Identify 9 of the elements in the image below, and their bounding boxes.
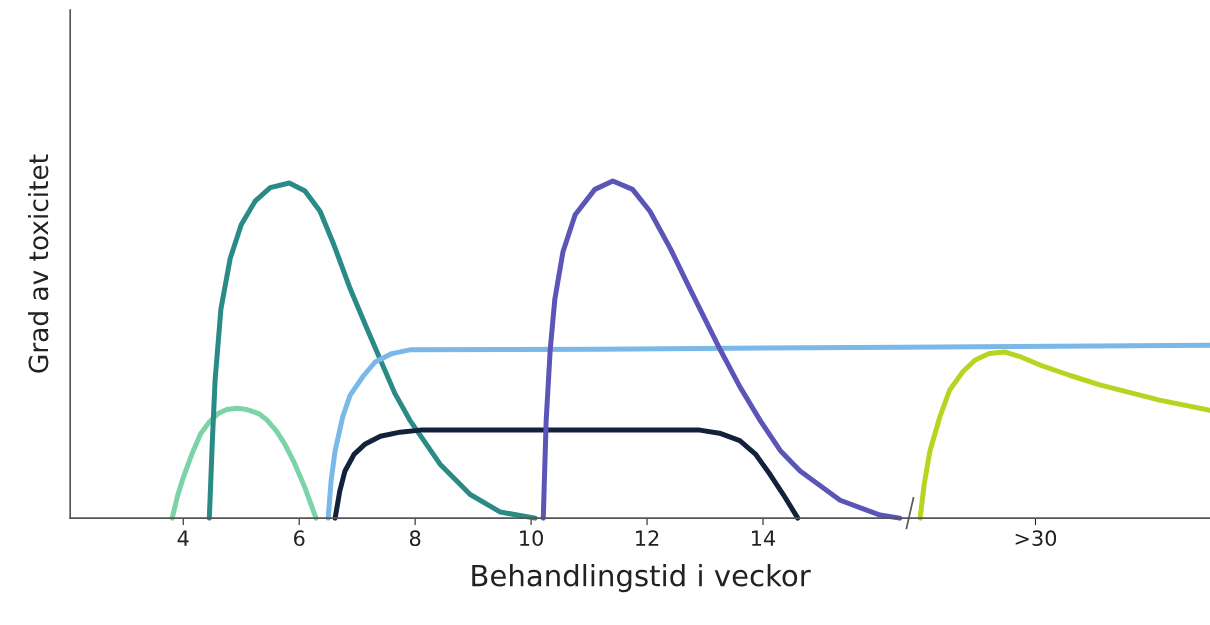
x-tick-label: 14: [752, 530, 776, 546]
x-tick-label: 10: [520, 530, 543, 547]
x-tick-label: 4: [177, 530, 189, 546]
x-tick-label: 6: [294, 530, 305, 547]
x-tick-label: 12: [636, 530, 659, 546]
x-tick-label: 8: [409, 530, 421, 547]
x-tick-label: >30: [1015, 530, 1057, 547]
y-axis-title: Grad av toxicitet: [27, 154, 49, 373]
x-axis-title: Behandlingstid i veckor: [472, 563, 811, 593]
